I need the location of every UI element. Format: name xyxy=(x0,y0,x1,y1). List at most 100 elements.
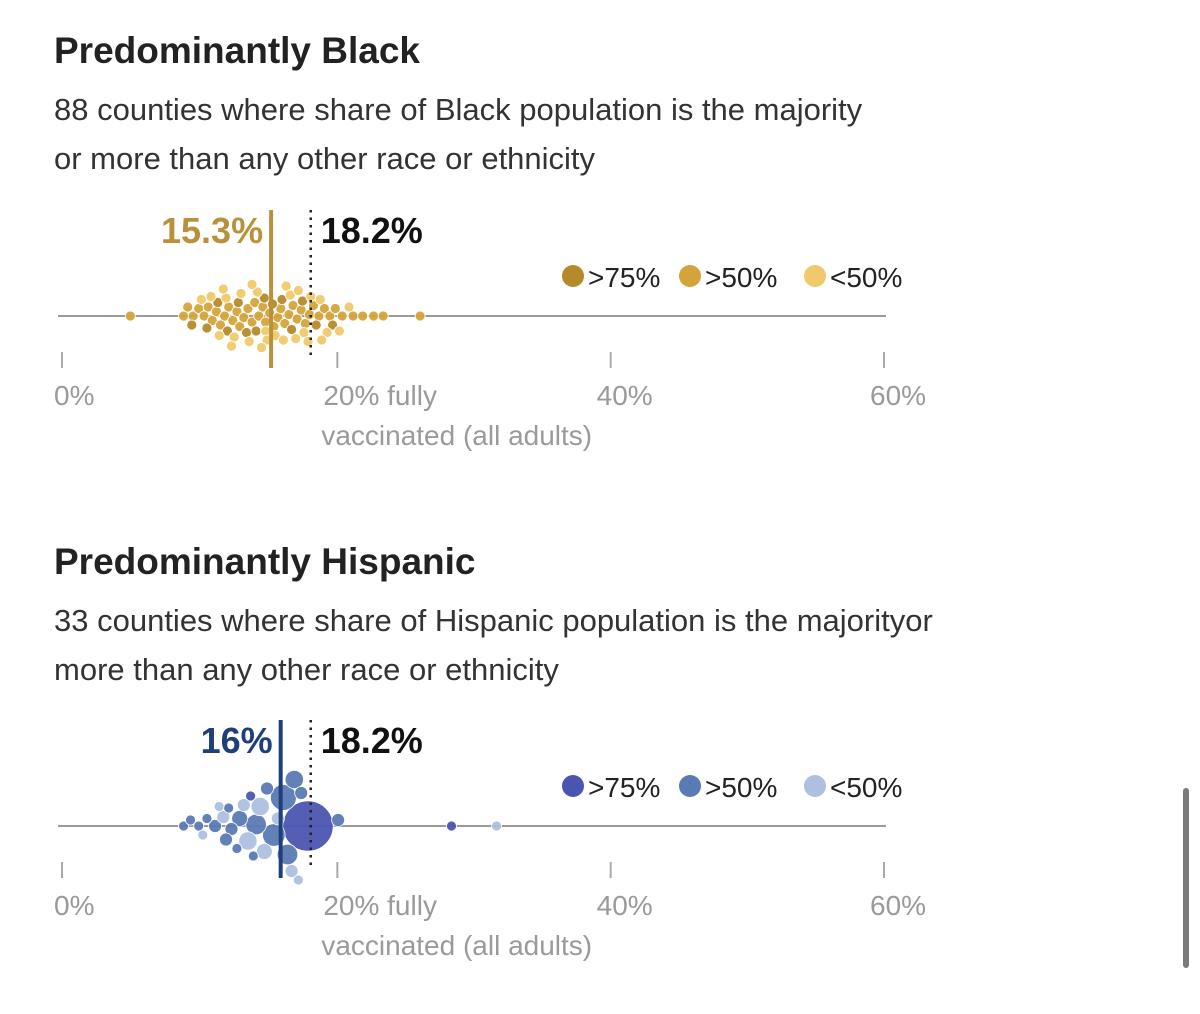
x-tick-label: 60% xyxy=(870,890,926,921)
subtitle-line-2: more than any other race or ethnicity xyxy=(54,652,559,687)
data-point xyxy=(217,283,229,295)
legend-swatch xyxy=(804,265,826,287)
data-point xyxy=(202,301,214,313)
x-tick-label: 20% fully xyxy=(323,890,437,921)
data-point xyxy=(223,802,235,814)
data-point xyxy=(198,310,210,322)
subtitle-line-1: 88 counties where share of Black populat… xyxy=(54,92,863,127)
data-point xyxy=(215,319,226,331)
data-point xyxy=(414,310,426,322)
x-tick-label: 0% xyxy=(54,890,94,921)
chart-title: Predominantly Hispanic xyxy=(54,541,476,582)
legend-swatch xyxy=(679,265,701,287)
data-point xyxy=(318,303,330,314)
chart-subtitle: 88 counties where share of Black populat… xyxy=(54,85,1174,183)
data-point xyxy=(284,769,304,790)
data-point xyxy=(251,286,263,298)
legend-swatch xyxy=(562,775,584,797)
legend-swatch xyxy=(804,775,826,797)
data-point xyxy=(220,292,232,304)
data-point xyxy=(368,310,380,322)
data-point xyxy=(197,829,209,841)
data-point xyxy=(291,313,303,325)
data-point xyxy=(242,303,254,314)
data-point xyxy=(377,310,389,322)
data-point xyxy=(255,843,273,860)
data-point xyxy=(232,297,244,308)
data-point xyxy=(186,319,198,331)
data-point xyxy=(241,327,252,338)
data-point xyxy=(260,781,274,796)
data-point xyxy=(228,331,240,343)
data-point xyxy=(226,340,237,352)
subtitle-line-1: 33 counties where share of Hispanic popu… xyxy=(54,603,933,638)
data-point xyxy=(303,309,315,320)
data-point xyxy=(284,864,299,878)
data-point xyxy=(333,325,345,337)
data-point xyxy=(250,796,270,817)
data-point xyxy=(277,334,289,346)
data-point xyxy=(314,294,326,305)
data-point xyxy=(331,813,346,827)
data-point xyxy=(347,310,359,322)
data-point xyxy=(294,786,309,800)
data-point xyxy=(286,324,298,335)
data-point xyxy=(195,294,207,305)
data-point xyxy=(246,279,258,290)
legend-label: <50% xyxy=(830,262,902,293)
data-point xyxy=(201,322,213,334)
data-point xyxy=(247,850,259,862)
legend-label: <50% xyxy=(830,772,902,803)
data-point xyxy=(357,310,369,322)
data-point xyxy=(316,334,328,346)
data-point xyxy=(256,342,267,353)
data-point xyxy=(185,814,196,826)
data-point xyxy=(124,310,136,322)
legend-label: >75% xyxy=(588,772,660,803)
data-point xyxy=(491,820,503,832)
data-point xyxy=(243,336,255,347)
data-point xyxy=(193,820,205,832)
data-point xyxy=(235,288,247,299)
data-point xyxy=(178,820,190,832)
chart-subtitle: 33 counties where share of Hispanic popu… xyxy=(54,596,1174,694)
data-point xyxy=(246,316,258,328)
data-point xyxy=(310,319,322,331)
chart-title: Predominantly Black xyxy=(54,30,421,71)
x-tick-label: 40% xyxy=(597,380,653,411)
data-point xyxy=(221,325,233,337)
beeswarm-chart: 0% 20% fully 40% 60% vaccinated (all adults)… xyxy=(54,720,926,961)
data-point xyxy=(279,318,291,329)
data-point xyxy=(208,819,223,833)
beeswarm-chart: 0% 20% fully 40% 60% vaccinated (all adults)… xyxy=(54,210,926,451)
data-point xyxy=(321,327,333,338)
x-tick-label: 60% xyxy=(870,380,926,411)
x-axis-label: vaccinated (all adults) xyxy=(321,930,592,961)
data-point xyxy=(297,295,308,307)
legend-swatch xyxy=(679,775,701,797)
subtitle-line-2: or more than any other race or ethnicity xyxy=(54,141,596,176)
data-point xyxy=(282,800,334,852)
x-tick-label: 40% xyxy=(597,890,653,921)
data-point xyxy=(249,297,261,308)
data-point xyxy=(219,832,233,847)
data-point xyxy=(213,801,225,812)
legend-label: >50% xyxy=(705,772,777,803)
data-point xyxy=(227,315,239,326)
data-point xyxy=(212,297,224,308)
data-point xyxy=(292,874,304,886)
scrollbar-thumb[interactable] xyxy=(1183,788,1189,968)
data-point xyxy=(343,301,355,313)
legend-label: >50% xyxy=(705,262,777,293)
data-point xyxy=(245,790,257,802)
data-point xyxy=(216,810,231,824)
data-point xyxy=(446,820,457,832)
x-tick-label: 0% xyxy=(54,380,94,411)
data-point xyxy=(178,310,190,322)
overall-reference-label: 18.2% xyxy=(321,210,423,251)
data-point xyxy=(292,285,304,296)
data-point xyxy=(182,301,194,313)
data-point xyxy=(280,280,292,292)
data-point xyxy=(250,325,262,337)
x-axis-label: vaccinated (all adults) xyxy=(321,420,592,451)
